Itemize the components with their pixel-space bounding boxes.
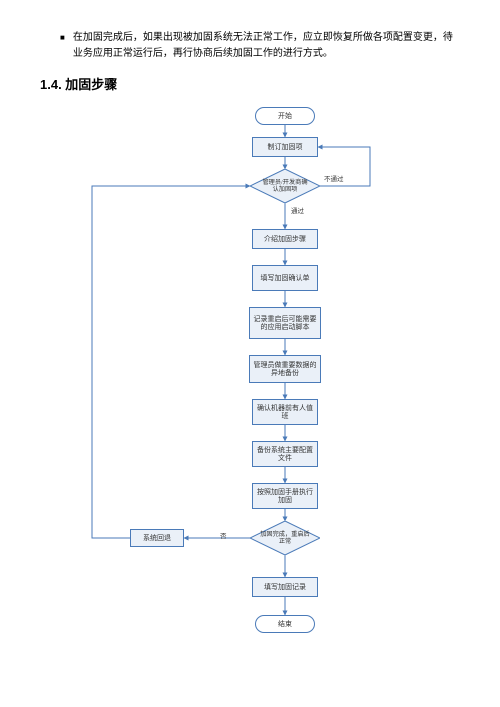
process-p6: 确认机器前有人值班 (252, 399, 318, 425)
process-p1: 制订加固项 (252, 137, 318, 157)
decision-d2: 加固完成，重启后正常 (250, 521, 320, 555)
edge-label-d1_pass: 通过 (291, 205, 304, 215)
process-p4: 记录重启后可能需要的应用启动脚本 (249, 307, 321, 339)
process-p9: 填写加固记录 (252, 577, 318, 597)
process-p5: 管理员做重要数据的异地备份 (249, 355, 321, 383)
bullet-paragraph: ■ 在加固完成后，如果出现被加固系统无法正常工作，应立即恢复所做各项配置变更，待… (60, 30, 460, 62)
bullet-text: 在加固完成后，如果出现被加固系统无法正常工作，应立即恢复所做各项配置变更，待业务… (73, 30, 460, 62)
process-p7: 备份系统主要配置文件 (252, 441, 318, 467)
decision-d1: 管理员/开发商确认加固项 (250, 169, 320, 203)
edge-label-d2_no: 否 (220, 530, 227, 540)
terminal-end: 结束 (255, 615, 315, 633)
terminal-start: 开始 (255, 107, 315, 125)
process-p2: 介绍加固步骤 (252, 229, 318, 249)
section-heading: 1.4. 加固步骤 (40, 74, 460, 93)
bullet-marker: ■ (60, 32, 65, 62)
flowchart: 开始制订加固项管理员/开发商确认加固项介绍加固步骤填写加固确认单记录重启后可能需… (80, 107, 420, 647)
edge-label-d1_fail: 不通过 (324, 173, 344, 183)
decision-label-d1: 管理员/开发商确认加固项 (250, 169, 320, 203)
decision-label-d2: 加固完成，重启后正常 (250, 521, 320, 555)
process-p3: 填写加固确认单 (252, 265, 318, 291)
process-p8: 按照加固手册执行加固 (252, 483, 318, 509)
process-rb: 系统回退 (130, 529, 184, 547)
